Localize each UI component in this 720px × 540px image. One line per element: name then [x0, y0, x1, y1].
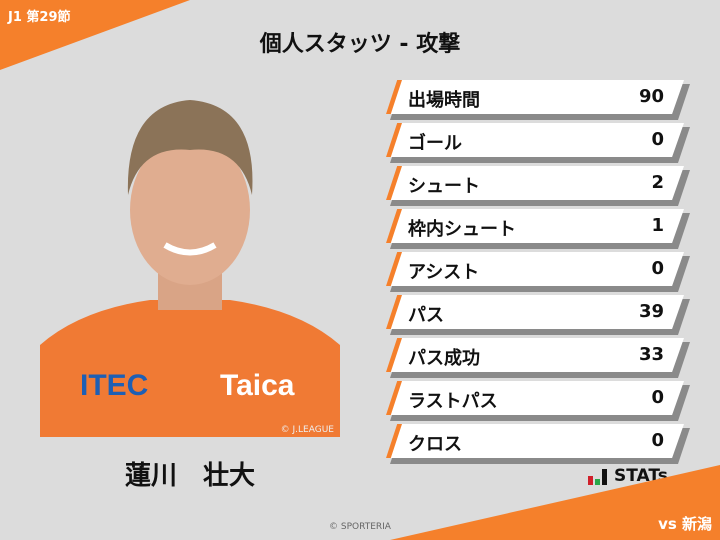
stat-row: クロス 0: [386, 424, 690, 464]
row-background: [386, 209, 684, 243]
stat-value: 33: [638, 344, 664, 365]
stat-row: パス 39: [386, 295, 690, 335]
stat-row: シュート 2: [386, 166, 690, 206]
stat-value: 1: [651, 215, 664, 236]
logo-bar-green: [595, 479, 600, 485]
photo-credit: © J.LEAGUE: [280, 425, 334, 435]
stat-label: パス成功: [408, 348, 480, 369]
stat-label: アシスト: [408, 262, 480, 283]
stat-label: ラストパス: [408, 391, 498, 412]
logo-bar-red: [588, 476, 593, 485]
row-background: [386, 295, 684, 329]
stat-row: アシスト 0: [386, 252, 690, 292]
stat-value: 0: [651, 430, 664, 451]
player-photo: ITEC Taica © J.LEAGUE: [40, 75, 340, 437]
stat-label: ゴール: [408, 133, 462, 154]
copyright: © SPORTERIA: [329, 522, 391, 532]
stat-value: 2: [651, 172, 664, 193]
stat-row: ラストパス 0: [386, 381, 690, 421]
row-background: [386, 123, 684, 157]
svg-text:Taica: Taica: [220, 369, 295, 402]
stat-value: 90: [638, 86, 664, 107]
stat-value: 0: [651, 387, 664, 408]
stat-row: ゴール 0: [386, 123, 690, 163]
row-background: [386, 381, 684, 415]
stat-value: 0: [651, 129, 664, 150]
row-background: [386, 252, 684, 286]
round-label: J1 第29節: [8, 10, 71, 25]
stat-label: クロス: [408, 434, 462, 455]
row-background: [386, 338, 684, 372]
stat-label: パス: [408, 305, 444, 326]
row-background: [386, 166, 684, 200]
stat-row: パス成功 33: [386, 338, 690, 378]
stat-label: 出場時間: [408, 90, 480, 111]
player-name: 蓮川 壮大: [124, 461, 255, 491]
row-background: [386, 80, 684, 114]
row-background: [386, 424, 684, 458]
stat-value: 39: [638, 301, 664, 322]
logo-bar-black: [602, 469, 607, 485]
stat-label: シュート: [408, 176, 480, 197]
stat-label: 枠内シュート: [408, 219, 516, 240]
stat-value: 0: [651, 258, 664, 279]
page-title: 個人スタッツ - 攻撃: [259, 32, 461, 57]
opponent-label: vs 新潟: [658, 515, 712, 533]
stat-row: 枠内シュート 1: [386, 209, 690, 249]
svg-text:ITEC: ITEC: [80, 369, 148, 402]
stat-row: 出場時間 90: [386, 80, 690, 120]
